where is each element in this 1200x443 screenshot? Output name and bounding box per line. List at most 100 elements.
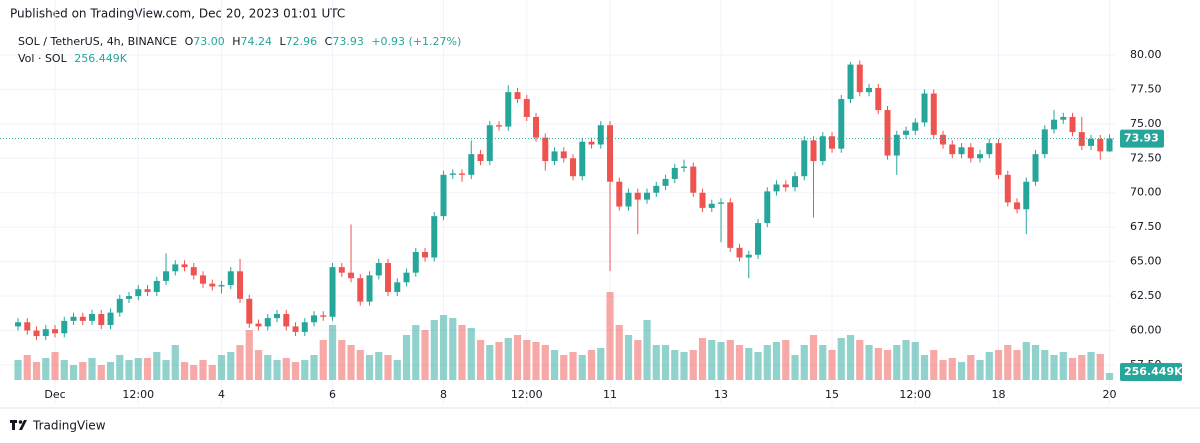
- volume-bar: [14, 360, 22, 380]
- volume-bar: [375, 352, 383, 380]
- candle-body: [357, 278, 364, 302]
- footer: TradingView: [32, 419, 106, 433]
- candle-body: [986, 143, 993, 155]
- candle-body: [875, 88, 882, 111]
- volume-bar: [523, 340, 531, 380]
- footer-logo: [10, 420, 27, 430]
- volume-bar: [939, 360, 947, 380]
- volume-bar: [930, 350, 938, 380]
- volume-bar: [791, 355, 799, 380]
- volume-bar: [458, 325, 466, 380]
- x-tick-label: 12:00: [511, 388, 543, 401]
- candle-body: [570, 158, 577, 177]
- price-badge-label: 73.93: [1124, 132, 1159, 145]
- volume-bar: [883, 350, 892, 380]
- candle-body: [588, 141, 595, 145]
- volume-bar: [717, 342, 725, 380]
- volume-bar: [541, 345, 549, 380]
- candle-body: [616, 181, 623, 207]
- volume-bar: [597, 348, 605, 380]
- volume-bar: [689, 350, 697, 380]
- x-tick-label: 12:00: [122, 388, 154, 401]
- candle-body: [375, 263, 382, 276]
- volume-bar: [1050, 355, 1058, 380]
- volume-legend: Vol · SOL 256.449K: [18, 52, 128, 65]
- candle-body: [486, 125, 493, 162]
- candle-body: [505, 92, 512, 127]
- volume-bar: [1013, 350, 1021, 380]
- candle-body: [190, 267, 197, 276]
- volume-bar: [88, 358, 96, 380]
- volume-bar: [772, 342, 781, 380]
- candle-body: [930, 93, 937, 135]
- volume-bar: [680, 352, 688, 380]
- plot-area: 57.5060.0062.5065.0067.5070.0072.5075.00…: [0, 0, 1162, 405]
- volume-bar: [957, 362, 966, 380]
- volume-bar: [449, 318, 457, 380]
- volume-bar: [338, 340, 346, 380]
- candle-body: [153, 280, 160, 292]
- volume-bar: [291, 362, 300, 380]
- legend-value: 73.93: [332, 35, 364, 48]
- volume-bar: [264, 355, 272, 380]
- volume-bar: [208, 365, 216, 380]
- candle-body: [607, 125, 614, 182]
- volume-bar: [402, 335, 411, 380]
- candle-body: [699, 192, 706, 208]
- candle-body: [551, 151, 558, 162]
- volume-badge-label: 256.449K: [1124, 365, 1183, 378]
- x-tick-label: 4: [218, 388, 225, 401]
- candle-body: [949, 144, 956, 155]
- volume-bar: [1078, 355, 1086, 380]
- candle-body: [662, 178, 669, 186]
- volume-bar: [421, 330, 429, 380]
- volume-bar: [754, 352, 762, 380]
- candle-body: [856, 64, 863, 93]
- y-tick-label: 62.50: [1130, 289, 1162, 302]
- volume-bar: [310, 355, 318, 380]
- candle-body: [727, 202, 734, 248]
- volume-bar: [819, 345, 827, 380]
- candle-body: [15, 322, 22, 327]
- legend-key: H: [232, 35, 240, 48]
- candle-body: [144, 289, 151, 292]
- volume-bar: [1105, 372, 1114, 380]
- legend-key: L: [280, 35, 287, 48]
- volume-bar: [828, 350, 836, 380]
- candle-body: [764, 191, 771, 224]
- candle-body: [274, 313, 281, 319]
- candle-body: [514, 92, 521, 100]
- candle-body: [912, 122, 919, 131]
- volume-bar: [735, 345, 744, 380]
- volume-name: Vol · SOL: [18, 52, 68, 65]
- candle-body: [42, 329, 49, 337]
- candle-body: [560, 151, 567, 159]
- volume-bar: [643, 320, 651, 380]
- volume-bar: [1022, 342, 1030, 380]
- candle-body: [1106, 138, 1113, 152]
- volume-bar: [430, 320, 438, 380]
- candle-body: [70, 316, 77, 321]
- candle-body: [940, 134, 947, 145]
- candle-body: [385, 263, 392, 292]
- volume-bar: [393, 360, 401, 380]
- volume-bar: [282, 358, 290, 380]
- volume-bar: [911, 342, 919, 380]
- candle-body: [181, 264, 188, 268]
- candle-body: [329, 267, 336, 317]
- volume-bar: [365, 355, 374, 380]
- candle-body: [1014, 202, 1021, 210]
- candle-body: [533, 116, 540, 138]
- candle-body: [218, 285, 225, 287]
- volume-bar: [976, 360, 984, 380]
- candle-body: [801, 140, 808, 177]
- y-tick-label: 70.00: [1130, 186, 1162, 199]
- candle-body: [163, 271, 170, 281]
- volume-bar: [532, 342, 540, 380]
- candle-body: [107, 312, 114, 326]
- volume-bar: [32, 362, 41, 380]
- volume-bar: [763, 345, 771, 380]
- candle-body: [116, 298, 123, 313]
- candle-body: [838, 99, 845, 149]
